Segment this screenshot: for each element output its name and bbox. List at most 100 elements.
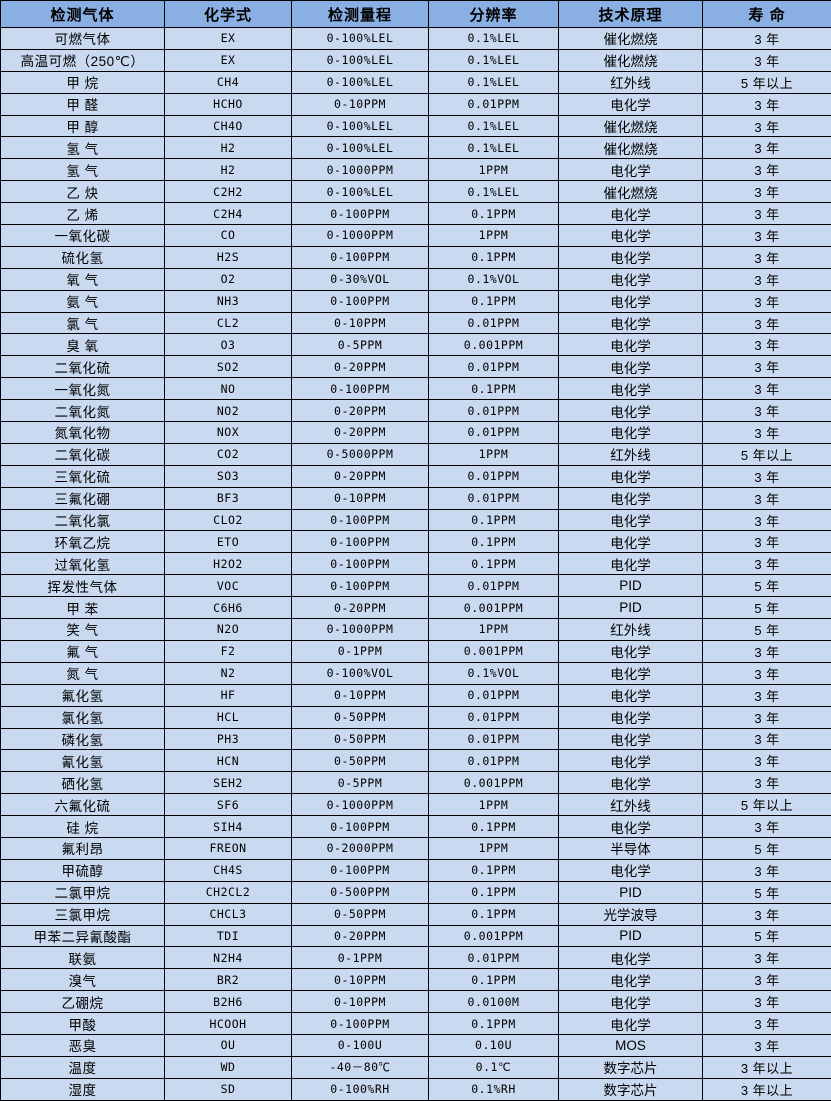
cell-range: 0-10PPM xyxy=(292,969,429,991)
cell-tech: 电化学 xyxy=(559,772,703,794)
cell-formula: PH3 xyxy=(165,728,292,750)
cell-range: 0-100%LEL xyxy=(292,115,429,137)
cell-life: 3 年 xyxy=(703,49,831,71)
cell-tech: 电化学 xyxy=(559,531,703,553)
cell-range: 0-1PPM xyxy=(292,640,429,662)
cell-tech: 催化燃烧 xyxy=(559,137,703,159)
cell-life: 3 年 xyxy=(703,203,831,225)
cell-tech: 电化学 xyxy=(559,378,703,400)
cell-formula: CO xyxy=(165,225,292,247)
cell-res: 0.001PPM xyxy=(429,640,559,662)
cell-name: 硅 烷 xyxy=(1,816,165,838)
cell-res: 0.1PPM xyxy=(429,246,559,268)
cell-formula: OU xyxy=(165,1034,292,1056)
cell-formula: CH4O xyxy=(165,115,292,137)
cell-life: 3 年 xyxy=(703,706,831,728)
cell-res: 0.1PPM xyxy=(429,859,559,881)
cell-tech: PID xyxy=(559,575,703,597)
cell-tech: 电化学 xyxy=(559,290,703,312)
cell-formula: C6H6 xyxy=(165,597,292,619)
cell-formula: TDI xyxy=(165,925,292,947)
cell-name: 环氧乙烷 xyxy=(1,531,165,553)
cell-name: 氢 气 xyxy=(1,137,165,159)
cell-range: 0-100PPM xyxy=(292,509,429,531)
cell-res: 0.01PPM xyxy=(429,400,559,422)
cell-tech: 催化燃烧 xyxy=(559,28,703,50)
cell-res: 0.1PPM xyxy=(429,969,559,991)
cell-range: 0-100PPM xyxy=(292,290,429,312)
cell-res: 1PPM xyxy=(429,837,559,859)
cell-life: 3 年 xyxy=(703,859,831,881)
cell-tech: 半导体 xyxy=(559,837,703,859)
cell-res: 0.1PPM xyxy=(429,881,559,903)
column-header-technology: 技术原理 xyxy=(559,1,703,28)
cell-range: 0-50PPM xyxy=(292,706,429,728)
cell-formula: N2O xyxy=(165,619,292,641)
cell-name: 六氟化硫 xyxy=(1,794,165,816)
cell-tech: 电化学 xyxy=(559,356,703,378)
cell-res: 0.001PPM xyxy=(429,597,559,619)
cell-formula: CO2 xyxy=(165,443,292,465)
cell-name: 氯化氢 xyxy=(1,706,165,728)
cell-life: 5 年 xyxy=(703,925,831,947)
cell-life: 3 年 xyxy=(703,684,831,706)
cell-life: 3 年 xyxy=(703,225,831,247)
cell-name: 硫化氢 xyxy=(1,246,165,268)
cell-range: 0-50PPM xyxy=(292,903,429,925)
cell-formula: EX xyxy=(165,28,292,50)
cell-tech: 数字芯片 xyxy=(559,1078,703,1100)
cell-range: 0-100%LEL xyxy=(292,49,429,71)
cell-res: 0.1%LEL xyxy=(429,115,559,137)
cell-life: 3 年 xyxy=(703,422,831,444)
cell-tech: 电化学 xyxy=(559,422,703,444)
cell-tech: 电化学 xyxy=(559,509,703,531)
cell-res: 0.1PPM xyxy=(429,816,559,838)
cell-range: 0-20PPM xyxy=(292,356,429,378)
cell-range: 0-20PPM xyxy=(292,422,429,444)
cell-tech: 红外线 xyxy=(559,794,703,816)
cell-life: 3 年 xyxy=(703,268,831,290)
cell-range: 0-30%VOL xyxy=(292,268,429,290)
cell-tech: 电化学 xyxy=(559,969,703,991)
cell-res: 0.01PPM xyxy=(429,750,559,772)
cell-res: 0.1PPM xyxy=(429,378,559,400)
cell-formula: HCN xyxy=(165,750,292,772)
cell-tech: 电化学 xyxy=(559,312,703,334)
cell-tech: 电化学 xyxy=(559,662,703,684)
cell-formula: C2H4 xyxy=(165,203,292,225)
cell-formula: HF xyxy=(165,684,292,706)
cell-res: 0.1%VOL xyxy=(429,662,559,684)
cell-tech: 红外线 xyxy=(559,443,703,465)
cell-range: 0-100PPM xyxy=(292,816,429,838)
cell-range: 0-100%LEL xyxy=(292,181,429,203)
cell-res: 0.01PPM xyxy=(429,487,559,509)
cell-res: 0.01PPM xyxy=(429,356,559,378)
cell-formula: SO2 xyxy=(165,356,292,378)
cell-name: 三氧化硫 xyxy=(1,465,165,487)
cell-range: 0-1000PPM xyxy=(292,225,429,247)
cell-life: 3 年 xyxy=(703,334,831,356)
cell-tech: 电化学 xyxy=(559,159,703,181)
column-header-resolution: 分辨率 xyxy=(429,1,559,28)
cell-tech: 电化学 xyxy=(559,750,703,772)
cell-formula: NO xyxy=(165,378,292,400)
cell-tech: 光学波导 xyxy=(559,903,703,925)
column-header-formula: 化学式 xyxy=(165,1,292,28)
cell-res: 0.1%RH xyxy=(429,1078,559,1100)
cell-life: 3 年以上 xyxy=(703,1078,831,1100)
cell-res: 1PPM xyxy=(429,794,559,816)
cell-tech: PID xyxy=(559,881,703,903)
cell-range: 0-100PPM xyxy=(292,553,429,575)
